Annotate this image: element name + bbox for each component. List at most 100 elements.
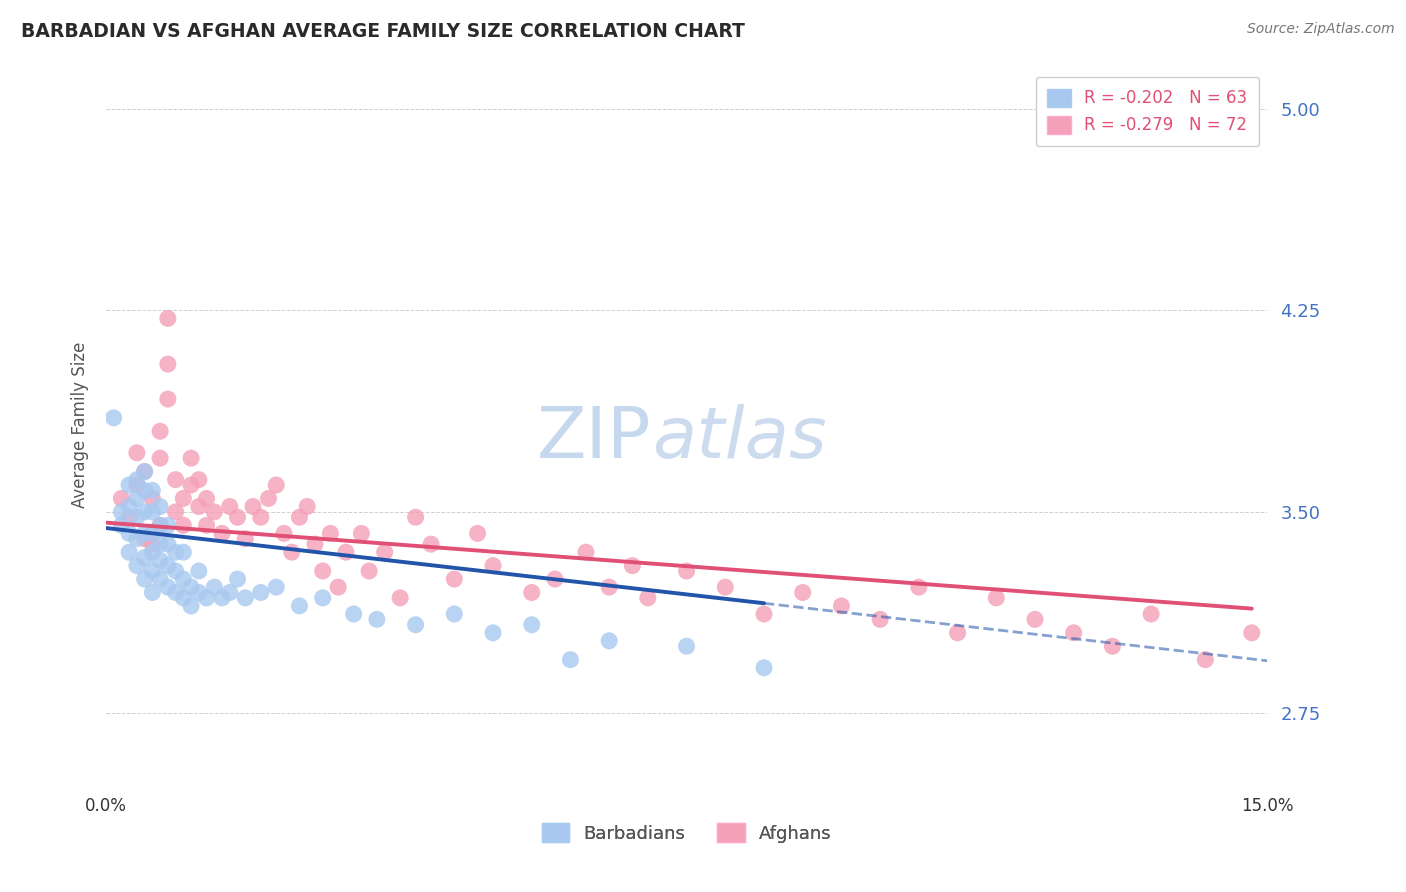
Point bbox=[134, 465, 156, 479]
Point bbox=[156, 580, 179, 594]
Point bbox=[319, 526, 342, 541]
Point bbox=[195, 518, 218, 533]
Point bbox=[110, 518, 132, 533]
Point bbox=[134, 572, 156, 586]
Point bbox=[103, 410, 125, 425]
Point bbox=[172, 545, 194, 559]
Point bbox=[141, 537, 163, 551]
Point bbox=[218, 500, 240, 514]
Point bbox=[226, 510, 249, 524]
Point bbox=[389, 591, 412, 605]
Text: atlas: atlas bbox=[652, 404, 827, 474]
Point bbox=[187, 473, 209, 487]
Point bbox=[149, 537, 172, 551]
Point bbox=[125, 491, 148, 506]
Point bbox=[172, 572, 194, 586]
Point bbox=[520, 585, 543, 599]
Point bbox=[482, 558, 505, 573]
Point bbox=[249, 585, 271, 599]
Point bbox=[118, 500, 141, 514]
Point bbox=[312, 591, 335, 605]
Point bbox=[141, 505, 163, 519]
Point bbox=[172, 591, 194, 605]
Point bbox=[273, 526, 295, 541]
Point bbox=[141, 564, 163, 578]
Point bbox=[343, 607, 366, 621]
Point bbox=[118, 510, 141, 524]
Point bbox=[226, 572, 249, 586]
Point bbox=[420, 537, 443, 551]
Point bbox=[110, 505, 132, 519]
Point bbox=[149, 424, 172, 438]
Point bbox=[233, 532, 256, 546]
Point bbox=[202, 505, 225, 519]
Point bbox=[187, 500, 209, 514]
Point bbox=[328, 580, 350, 594]
Point bbox=[118, 526, 141, 541]
Point bbox=[125, 532, 148, 546]
Point bbox=[180, 599, 202, 613]
Point bbox=[141, 585, 163, 599]
Point bbox=[180, 580, 202, 594]
Point bbox=[359, 564, 381, 578]
Point bbox=[1194, 653, 1216, 667]
Point bbox=[288, 510, 311, 524]
Text: ZIP: ZIP bbox=[537, 404, 652, 474]
Point bbox=[165, 564, 187, 578]
Point bbox=[165, 545, 187, 559]
Point bbox=[374, 545, 396, 559]
Point bbox=[134, 505, 156, 519]
Point bbox=[156, 392, 179, 406]
Point bbox=[1024, 612, 1046, 626]
Point bbox=[560, 653, 582, 667]
Point bbox=[149, 518, 172, 533]
Point bbox=[141, 491, 163, 506]
Point bbox=[141, 483, 163, 498]
Point bbox=[752, 661, 775, 675]
Point bbox=[165, 473, 187, 487]
Point bbox=[1101, 639, 1123, 653]
Point bbox=[156, 518, 179, 533]
Text: Source: ZipAtlas.com: Source: ZipAtlas.com bbox=[1247, 22, 1395, 37]
Point bbox=[675, 639, 697, 653]
Point bbox=[312, 564, 335, 578]
Point bbox=[195, 591, 218, 605]
Point bbox=[233, 591, 256, 605]
Point bbox=[1140, 607, 1163, 621]
Point bbox=[156, 311, 179, 326]
Point bbox=[575, 545, 598, 559]
Point bbox=[1063, 625, 1085, 640]
Point bbox=[165, 585, 187, 599]
Point bbox=[598, 633, 620, 648]
Point bbox=[946, 625, 969, 640]
Point bbox=[202, 580, 225, 594]
Point bbox=[752, 607, 775, 621]
Point bbox=[257, 491, 280, 506]
Point bbox=[125, 478, 148, 492]
Point bbox=[165, 505, 187, 519]
Text: BARBADIAN VS AFGHAN AVERAGE FAMILY SIZE CORRELATION CHART: BARBADIAN VS AFGHAN AVERAGE FAMILY SIZE … bbox=[21, 22, 745, 41]
Point bbox=[366, 612, 388, 626]
Point bbox=[141, 545, 163, 559]
Point bbox=[156, 558, 179, 573]
Point bbox=[443, 607, 465, 621]
Point bbox=[125, 510, 148, 524]
Point bbox=[110, 491, 132, 506]
Point bbox=[211, 591, 233, 605]
Point bbox=[280, 545, 302, 559]
Point bbox=[149, 572, 172, 586]
Point bbox=[187, 585, 209, 599]
Point bbox=[295, 500, 318, 514]
Point bbox=[149, 518, 172, 533]
Point bbox=[520, 617, 543, 632]
Point bbox=[134, 550, 156, 565]
Point bbox=[405, 617, 427, 632]
Point bbox=[621, 558, 644, 573]
Point bbox=[1240, 625, 1263, 640]
Point bbox=[134, 465, 156, 479]
Point bbox=[350, 526, 373, 541]
Point bbox=[180, 478, 202, 492]
Point bbox=[405, 510, 427, 524]
Point bbox=[125, 446, 148, 460]
Point bbox=[598, 580, 620, 594]
